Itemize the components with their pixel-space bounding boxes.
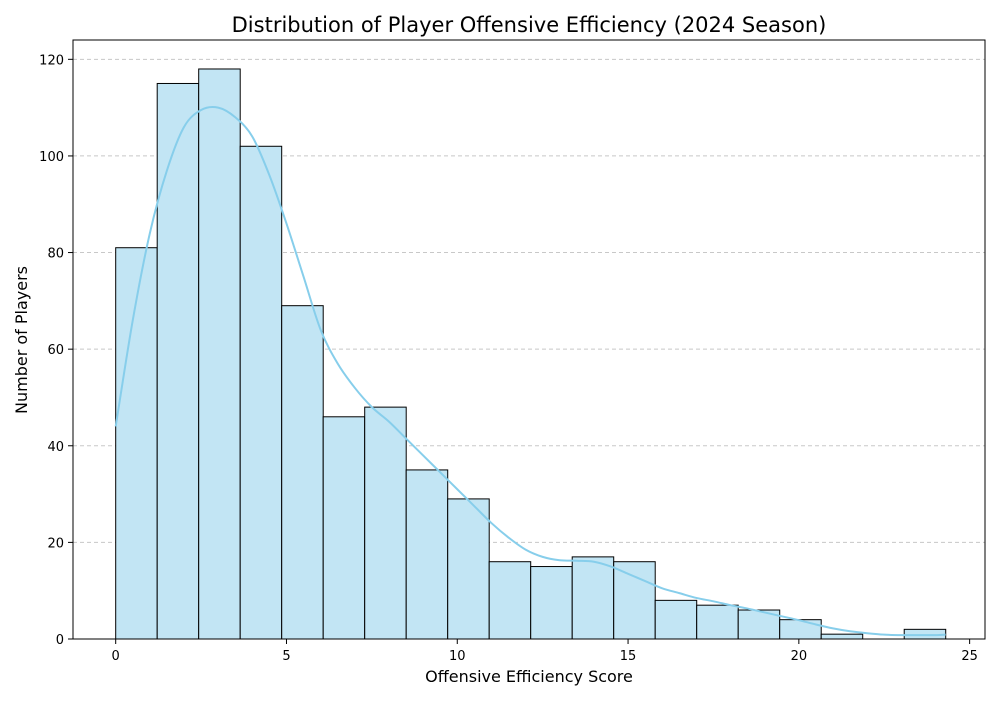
x-tick-label: 15 <box>620 649 637 664</box>
y-tick-label: 60 <box>47 343 64 358</box>
histogram-bar <box>364 406 407 640</box>
y-tick-label: 40 <box>47 440 64 455</box>
y-tick-label: 80 <box>47 247 64 262</box>
kde-curve-layer <box>114 106 946 637</box>
kde-curve <box>114 106 946 637</box>
chart-title: Distribution of Player Offensive Efficie… <box>232 13 827 37</box>
histogram-bar <box>654 599 698 640</box>
histogram-bar <box>322 416 366 640</box>
y-tick-label: 120 <box>39 53 64 68</box>
y-tick-label: 0 <box>56 633 64 648</box>
histogram-bar <box>488 561 532 640</box>
histogram-bar <box>820 633 864 640</box>
plot-frame <box>72 39 986 640</box>
histogram-bar <box>696 604 739 640</box>
x-tick-label: 25 <box>961 649 978 664</box>
histogram-bar <box>571 556 615 640</box>
histogram-bars <box>115 68 947 640</box>
histogram-bar <box>405 469 449 640</box>
gridlines <box>73 58 985 543</box>
x-tick-label: 5 <box>282 649 290 664</box>
histogram-bar <box>281 305 324 640</box>
histogram-bar <box>156 82 200 640</box>
histogram-bar <box>779 619 822 640</box>
histogram-bar <box>239 145 283 640</box>
x-axis-title: Offensive Efficiency Score <box>425 667 633 686</box>
histogram-bar <box>447 498 490 640</box>
histogram-bar <box>613 561 656 640</box>
x-tick-label: 0 <box>112 649 120 664</box>
histogram-bar <box>115 247 158 640</box>
x-tick-label: 20 <box>791 649 808 664</box>
y-axis-title: Number of Players <box>12 266 31 414</box>
histogram-bar <box>530 566 573 640</box>
x-axis-ticks: 0 5 10 15 20 25 <box>112 639 978 664</box>
y-tick-label: 20 <box>47 536 64 551</box>
y-tick-label: 100 <box>39 150 64 165</box>
y-axis-ticks: 0 20 40 60 80 100 120 <box>39 53 73 648</box>
histogram-bar <box>198 68 241 640</box>
x-tick-label: 10 <box>449 649 466 664</box>
